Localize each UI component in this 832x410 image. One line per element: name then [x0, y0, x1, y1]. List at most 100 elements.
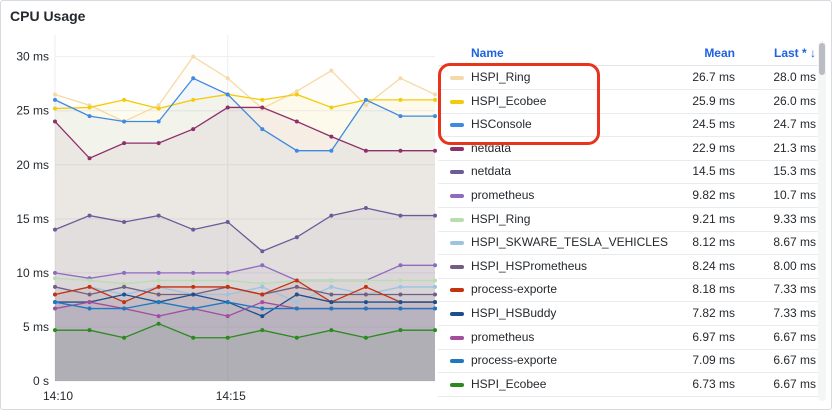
series-point[interactable] [363, 292, 368, 297]
series-point[interactable] [260, 281, 265, 286]
series-point[interactable] [433, 263, 437, 268]
series-point[interactable] [87, 278, 92, 283]
series-point[interactable] [122, 300, 127, 305]
series-point[interactable] [53, 97, 57, 102]
series-point[interactable] [260, 127, 265, 132]
series-point[interactable] [87, 114, 92, 119]
series-point[interactable] [122, 270, 127, 275]
legend-series-name[interactable]: prometheus [471, 329, 535, 344]
legend-series-name[interactable]: HSPI_Ring [471, 70, 531, 84]
series-point[interactable] [433, 306, 437, 311]
legend-row[interactable]: HSPI_Ring 9.21 ms 9.33 ms [438, 208, 818, 232]
series-color-swatch[interactable] [450, 123, 464, 128]
legend-series-name[interactable]: netdata [471, 164, 512, 179]
series-point[interactable] [260, 105, 265, 110]
series-color-swatch[interactable] [450, 146, 464, 151]
series-point[interactable] [87, 300, 92, 305]
series-point[interactable] [398, 263, 403, 268]
series-point[interactable] [122, 306, 127, 311]
legend-row[interactable]: HSPI_HSBuddy 7.82 ms 7.33 ms [438, 302, 818, 326]
series-line[interactable] [54, 279, 435, 303]
series-point[interactable] [363, 284, 368, 289]
legend-row[interactable]: HSPI_Ecobee 6.73 ms 6.67 ms [438, 373, 818, 397]
series-point[interactable] [122, 281, 127, 286]
series-point[interactable] [329, 292, 334, 297]
legend-row[interactable]: HSPI_Ecobee 25.9 ms 26.0 ms [438, 90, 818, 114]
series-point[interactable] [363, 148, 368, 153]
series-point[interactable] [294, 235, 299, 240]
series-point[interactable] [225, 314, 230, 319]
series-point[interactable] [122, 220, 127, 225]
series-point[interactable] [53, 300, 57, 305]
series-point[interactable] [294, 278, 299, 283]
series-point[interactable] [191, 335, 196, 340]
series-point[interactable] [363, 335, 368, 340]
legend-series-name[interactable]: HSConsole [471, 117, 532, 132]
series-point[interactable] [260, 249, 265, 254]
series-point[interactable] [363, 278, 368, 283]
series-point[interactable] [122, 284, 127, 289]
series-point[interactable] [294, 148, 299, 153]
series-point[interactable] [87, 292, 92, 297]
legend-series-name[interactable]: HSPI_HSBuddy [471, 306, 557, 320]
series-point[interactable] [156, 321, 161, 326]
series-point[interactable] [53, 284, 57, 289]
series-point[interactable] [225, 335, 230, 340]
series-color-swatch[interactable] [450, 264, 464, 269]
legend-series-name[interactable]: HSPI_HSPrometheus [471, 258, 588, 273]
series-point[interactable] [53, 270, 57, 275]
legend-series-name[interactable]: HSPI_SKWARE_TESLA_VEHICLES [471, 235, 668, 250]
series-color-swatch[interactable] [450, 312, 464, 316]
series-point[interactable] [53, 328, 57, 333]
series-point[interactable] [398, 114, 403, 119]
series-color-swatch[interactable] [450, 359, 464, 364]
series-point[interactable] [329, 300, 334, 305]
series-point[interactable] [122, 119, 127, 124]
series-point[interactable] [191, 127, 196, 132]
legend-scrollbar-thumb[interactable] [819, 43, 825, 75]
series-point[interactable] [294, 284, 299, 289]
series-point[interactable] [191, 97, 196, 102]
series-point[interactable] [53, 119, 57, 124]
series-color-swatch[interactable] [450, 217, 464, 222]
series-point[interactable] [87, 306, 92, 311]
series-point[interactable] [156, 292, 161, 297]
series-point[interactable] [260, 314, 265, 319]
series-line[interactable] [54, 106, 435, 160]
series-point[interactable] [225, 300, 230, 305]
series-point[interactable] [260, 284, 265, 289]
series-color-swatch[interactable] [450, 335, 464, 340]
series-line[interactable] [55, 322, 435, 339]
series-point[interactable] [191, 292, 196, 297]
series-point[interactable] [87, 213, 92, 218]
series-point[interactable] [260, 292, 265, 297]
series-color-swatch[interactable] [450, 241, 464, 246]
series-point[interactable] [398, 97, 403, 102]
series-point[interactable] [156, 314, 161, 319]
series-point[interactable] [156, 300, 161, 305]
series-point[interactable] [329, 306, 334, 311]
legend-row[interactable]: HSConsole 24.5 ms 24.7 ms [438, 113, 818, 138]
legend-header-mean[interactable]: Mean [704, 46, 735, 60]
series-point[interactable] [53, 292, 57, 297]
series-point[interactable] [191, 227, 196, 232]
legend-header-name[interactable]: Name [471, 46, 504, 60]
series-point[interactable] [433, 284, 437, 289]
series-color-swatch[interactable] [450, 170, 464, 175]
series-point[interactable] [363, 306, 368, 311]
series-point[interactable] [398, 292, 403, 297]
series-point[interactable] [433, 213, 437, 218]
legend-row[interactable]: HSPI_HSPrometheus 8.24 ms 8.00 ms [438, 255, 818, 279]
series-point[interactable] [294, 92, 299, 97]
series-point[interactable] [433, 328, 437, 333]
series-point[interactable] [398, 284, 403, 289]
series-point[interactable] [398, 76, 403, 81]
series-line[interactable] [54, 301, 435, 310]
series-point[interactable] [87, 284, 92, 289]
series-point[interactable] [225, 105, 230, 110]
series-point[interactable] [329, 213, 334, 218]
series-color-swatch[interactable] [450, 288, 464, 293]
series-line[interactable] [54, 77, 435, 152]
series-point[interactable] [87, 156, 92, 161]
legend-row[interactable]: prometheus 9.82 ms 10.7 ms [438, 184, 818, 208]
